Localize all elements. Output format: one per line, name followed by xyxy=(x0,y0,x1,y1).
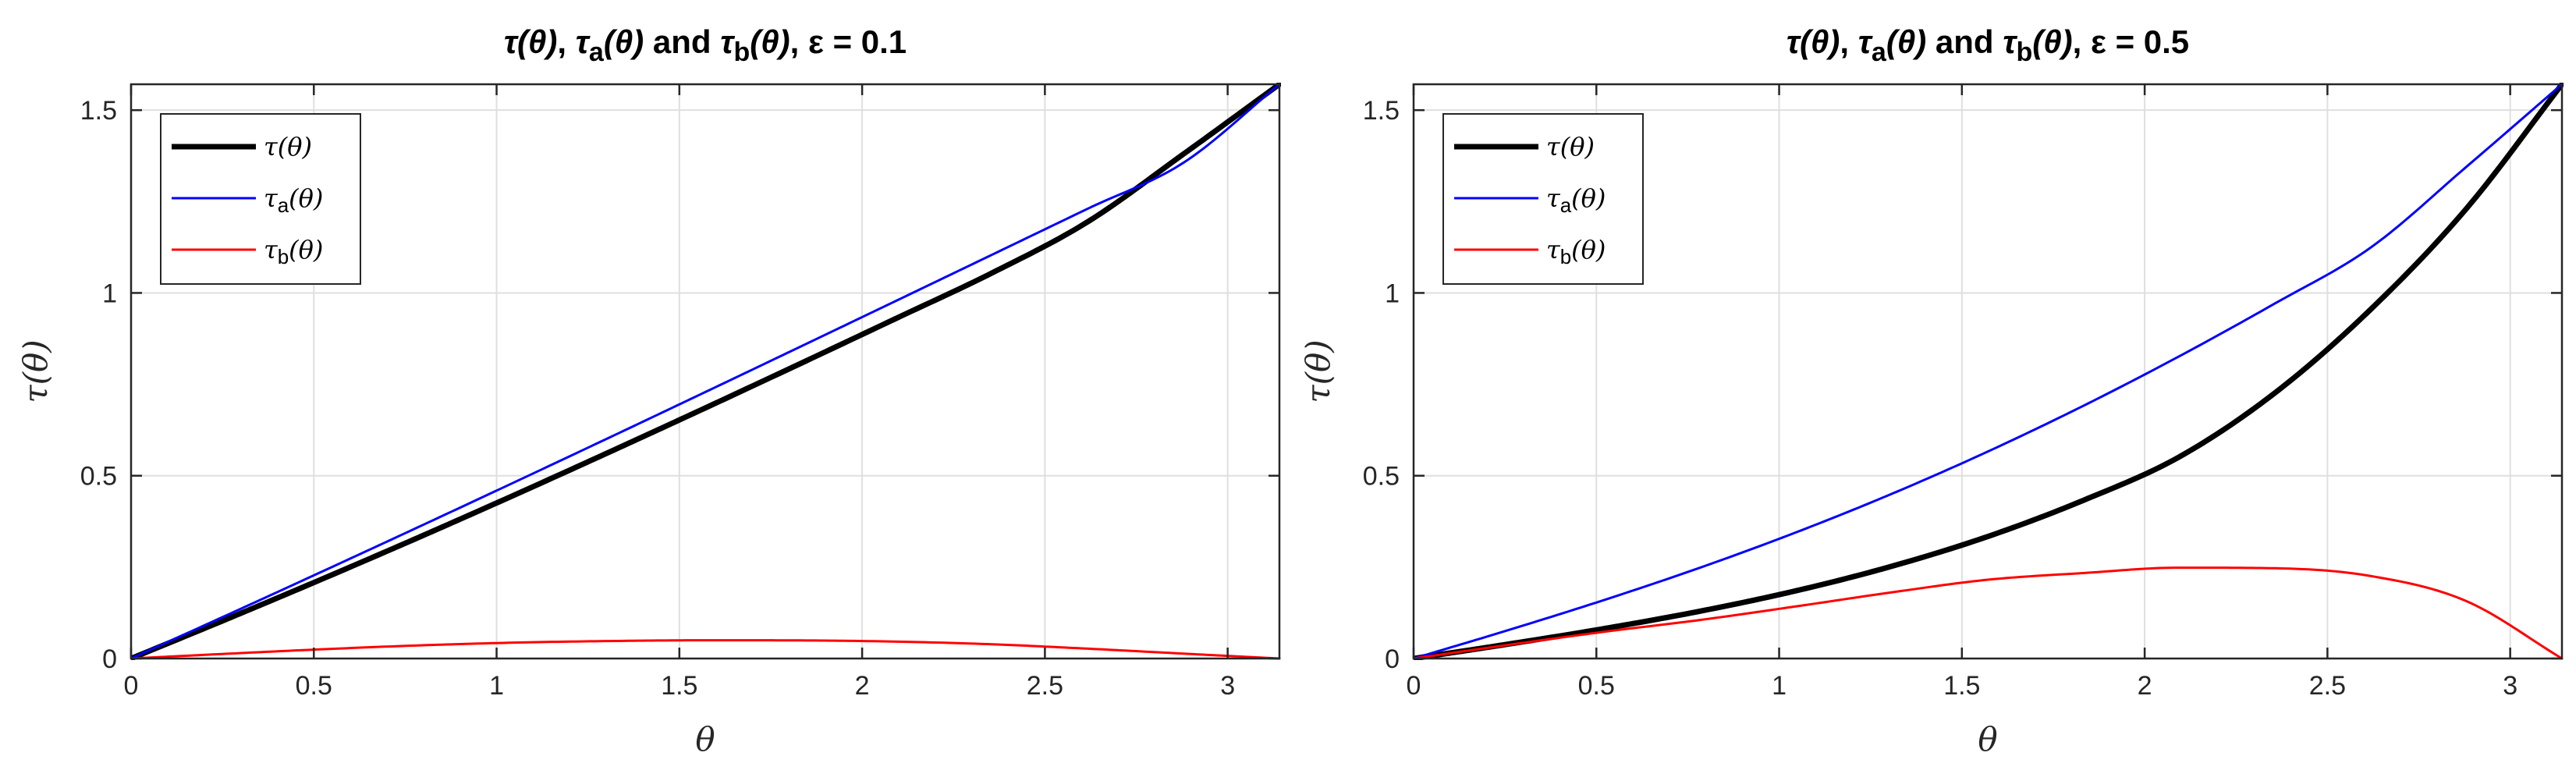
series-group xyxy=(1414,83,2564,660)
series-line-tau-b xyxy=(1414,566,2564,660)
x-tick-label: 2 xyxy=(855,671,870,701)
x-tick-label: 1.5 xyxy=(661,671,697,701)
y-tick-label: 0 xyxy=(102,644,117,674)
series-line-tau-a xyxy=(1414,83,2564,660)
axes-box xyxy=(1412,83,2564,660)
series-line-tau xyxy=(131,83,1281,660)
y-tick-label: 1.5 xyxy=(80,96,117,126)
legend-label-tau: τ(θ) xyxy=(1546,132,1595,162)
legend: τ(θ) τa(θ) τb(θ) xyxy=(160,113,361,285)
axes-box xyxy=(130,83,1281,660)
ticks: 0 0.5 1 1.5 2 2.5 3 0 0.5 1 1.5 xyxy=(1363,84,2562,701)
x-tick-label: 2.5 xyxy=(1027,671,1063,701)
ticks: 0 0.5 1 1.5 2 2.5 3 0 0.5 1 1.5 xyxy=(80,84,1279,701)
x-tick-label: 0.5 xyxy=(1578,671,1615,701)
x-tick-label: 2.5 xyxy=(2309,671,2346,701)
legend: τ(θ) τa(θ) τb(θ) xyxy=(1442,113,1644,285)
x-tick-label: 3 xyxy=(2503,671,2517,701)
x-tick-label: 0 xyxy=(1407,671,1421,701)
y-tick-label: 1.5 xyxy=(1363,96,1400,126)
legend-label-tau-b: τb(θ) xyxy=(264,235,323,268)
series-group xyxy=(131,83,1281,660)
plots-container: 0 0.5 1 1.5 2 2.5 3 0 0.5 1 1.5 θ τ(θ) τ(θ), τa(θ) an… xyxy=(16,23,2564,758)
x-axis-label: θ xyxy=(1978,720,1997,758)
legend-label-tau: τ(θ) xyxy=(264,132,312,162)
y-axis-label: τ(θ) xyxy=(1299,339,1337,403)
y-tick-label: 1 xyxy=(1385,279,1400,308)
chart-panel-1: 0 0.5 1 1.5 2 2.5 3 0 0.5 1 1.5 θ τ(θ) τ(θ), τa(θ) an… xyxy=(16,23,1281,758)
legend-label-tau-a: τa(θ) xyxy=(264,183,323,217)
x-tick-label: 3 xyxy=(1220,671,1235,701)
x-tick-label: 1 xyxy=(1772,671,1787,701)
series-line-tau-a xyxy=(131,83,1281,660)
x-tick-label: 2 xyxy=(2138,671,2152,701)
series-line-tau-b xyxy=(131,639,1281,660)
legend-label-tau-a: τa(θ) xyxy=(1546,183,1606,217)
chart-title: τ(θ), τa(θ) and τb(θ), ε = 0.5 xyxy=(1787,23,2189,67)
x-tick-label: 1 xyxy=(489,671,504,701)
y-tick-label: 1 xyxy=(102,279,117,308)
chart-panel-2: 0 0.5 1 1.5 2 2.5 3 0 0.5 1 1.5 θ τ(θ) τ(θ), τa(θ) an… xyxy=(1299,23,2564,758)
chart-title: τ(θ), τa(θ) and τb(θ), ε = 0.1 xyxy=(504,23,907,67)
y-tick-label: 0 xyxy=(1385,644,1400,674)
x-tick-label: 0.5 xyxy=(296,671,332,701)
grid xyxy=(131,84,1279,659)
x-tick-label: 1.5 xyxy=(1943,671,1980,701)
y-axis-label: τ(θ) xyxy=(16,339,55,403)
x-axis-label: θ xyxy=(695,720,715,758)
y-tick-label: 0.5 xyxy=(80,462,117,492)
x-tick-label: 0 xyxy=(124,671,139,701)
y-tick-label: 0.5 xyxy=(1363,462,1400,492)
series-line-tau xyxy=(1414,83,2564,660)
legend-label-tau-b: τb(θ) xyxy=(1546,235,1606,268)
